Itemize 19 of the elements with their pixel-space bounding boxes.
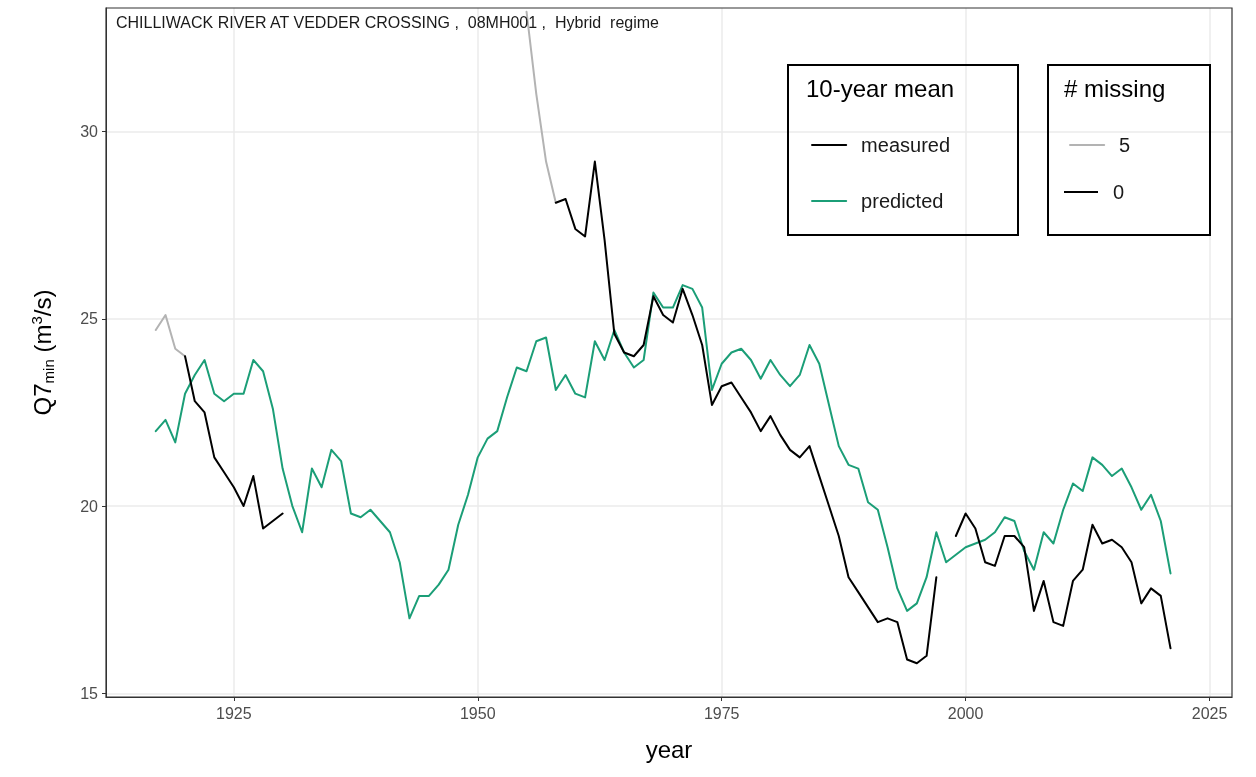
annotation: 0 bbox=[1113, 180, 1125, 204]
y-tick-label: 30 bbox=[80, 123, 99, 141]
x-tick-label: 1925 bbox=[216, 704, 252, 722]
chart-title: CHILLIWACK RIVER AT VEDDER CROSSING , 08MH001 , Hybrid regime bbox=[116, 13, 660, 31]
y-tick-label: 15 bbox=[80, 684, 99, 702]
legend-label: 5 bbox=[1119, 134, 1131, 156]
x-axis-title: year bbox=[645, 735, 693, 763]
y-tick-label: 20 bbox=[80, 497, 99, 515]
x-tick-label: 1950 bbox=[459, 704, 496, 722]
line-series bbox=[154, 284, 1172, 620]
x-tick-label: 1975 bbox=[703, 704, 740, 722]
legend-title: 10-year mean bbox=[806, 74, 955, 102]
x-tick-label: 2025 bbox=[1191, 704, 1228, 722]
legend-label: predicted bbox=[861, 190, 944, 212]
legend-label: measured bbox=[861, 134, 951, 156]
y-tick-label: 25 bbox=[80, 310, 99, 328]
annotation: # missing bbox=[1064, 74, 1166, 102]
y-axis-title: Q7min (m3/s) bbox=[28, 289, 57, 416]
x-tick-label: 2000 bbox=[947, 704, 984, 722]
